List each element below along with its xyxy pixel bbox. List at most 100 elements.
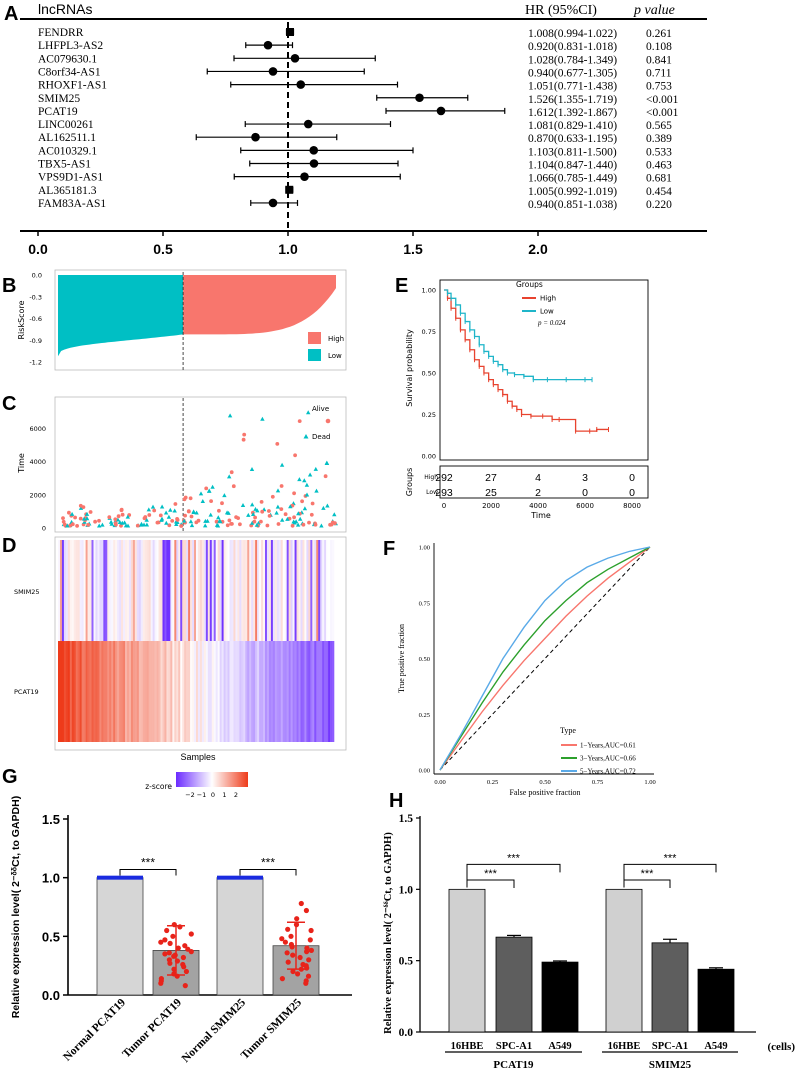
- heatmap-cell-smim25: [180, 540, 183, 641]
- heatmap-cell-smim25: [109, 540, 112, 641]
- bar-g-tumor-point: [181, 964, 187, 970]
- scatter-point-dead: [210, 484, 215, 489]
- bar-g-tumor-point: [188, 931, 194, 937]
- risk-area-low: [58, 275, 184, 357]
- bar-g-sig-bracket: [239, 868, 297, 876]
- bar-g-tumor-point: [170, 933, 176, 939]
- bar-g-tumor-point: [182, 983, 188, 989]
- heatmap-cell-pcat19: [288, 641, 291, 742]
- forest-point: [268, 198, 278, 208]
- heatmap-cell-smim25: [253, 540, 256, 641]
- scatter-point-dead: [324, 460, 329, 465]
- forest-gene-label: FAM83A-AS1: [38, 198, 106, 210]
- bar-g-sig-label: ***: [261, 855, 275, 869]
- risk-y-tick-label: -0.6: [29, 315, 42, 323]
- heatmap-cell-pcat19: [296, 641, 299, 742]
- forest-point: [415, 93, 424, 103]
- scatter-point-dead: [174, 522, 179, 526]
- heatmap-cell-pcat19: [156, 641, 159, 742]
- heatmap-cell-pcat19: [266, 641, 270, 742]
- heatmap-cell-pcat19: [286, 641, 289, 742]
- km-y-tick-label: 0.00: [422, 453, 436, 461]
- scatter-point-dead: [250, 502, 255, 507]
- heatmap-cell-smim25: [127, 540, 130, 641]
- forest-p-value: 0.753: [646, 81, 672, 93]
- heatmap-cell-pcat19: [123, 641, 126, 742]
- heatmap-cell-pcat19: [231, 641, 234, 742]
- bar-h-sig-label: ***: [664, 852, 678, 864]
- forest-hr-value: 1.028(0.784-1.349): [528, 54, 617, 66]
- heatmap-cell-smim25: [168, 540, 171, 641]
- forest-x-tick-label: 1.5: [403, 241, 423, 257]
- heatmap-cell-pcat19: [101, 641, 104, 742]
- scatter-point-dead: [214, 522, 220, 527]
- scatter-point-dead: [313, 466, 318, 471]
- risk-legend-swatch: [308, 349, 321, 361]
- forest-point: [300, 172, 309, 181]
- heatmap-row-label: SMIM25: [14, 588, 40, 596]
- scatter-point-dead: [159, 504, 165, 509]
- risk-area-high: [183, 275, 336, 335]
- heatmap-cell-pcat19: [136, 641, 140, 742]
- bar-g-tumor-point: [279, 976, 285, 982]
- risk-legend-swatch: [308, 332, 321, 344]
- roc-panel: 0.00 0.25 0.50 0.75 1.00 0.00 0.25 0.50 0.75 1.00…: [397, 543, 656, 797]
- heatmap-cell-pcat19: [280, 641, 284, 742]
- scatter-point-alive: [143, 515, 148, 519]
- km-y-tick-label: 0.75: [422, 328, 436, 336]
- heatmap-cell-smim25: [213, 540, 217, 641]
- heatmap-cell-pcat19: [91, 641, 94, 742]
- bar-g-tumor-point: [305, 973, 312, 979]
- heatmap-cell-smim25: [270, 540, 274, 641]
- scatter-legend-alive: Alive: [312, 405, 329, 413]
- heatmap-cell-smim25: [128, 540, 132, 641]
- risk-table-frame: [439, 465, 649, 499]
- scatter-point-dead: [166, 514, 172, 519]
- bar-h-sig-bracket: [623, 863, 717, 888]
- scatter-point-dead: [191, 509, 196, 514]
- heatmap-cell-pcat19: [115, 641, 118, 742]
- scatter-point-dead: [249, 467, 255, 471]
- scatter-point-alive: [189, 514, 194, 519]
- scatter-point-dead: [163, 510, 169, 515]
- heatmap-cell-smim25: [251, 540, 254, 641]
- colorbar: [176, 772, 248, 787]
- heatmap-cell-smim25: [107, 540, 110, 641]
- roc-y-tick-label: 0.75: [419, 600, 430, 607]
- heatmap-cell-pcat19: [166, 641, 169, 742]
- bar-h-bar: [495, 936, 533, 1033]
- heatmap-cell-pcat19: [111, 641, 114, 742]
- heatmap-cell-smim25: [170, 540, 173, 641]
- bar-h-y-tick-label: 1.5: [399, 813, 414, 825]
- scatter-point-dead: [253, 506, 258, 511]
- forest-hr-value: 0.940(0.677-1.305): [528, 67, 617, 79]
- risk-y-tick-label: -1.2: [29, 359, 42, 367]
- heatmap-cell-pcat19: [259, 641, 262, 742]
- heatmap-cell-pcat19: [182, 641, 185, 742]
- heatmap-cell-smim25: [123, 540, 126, 641]
- forest-point: [309, 146, 319, 155]
- heatmap-cell-smim25: [199, 540, 203, 641]
- heatmap-cell-smim25: [221, 540, 224, 641]
- heatmap-cell-smim25: [227, 540, 230, 641]
- scatter-point-dead: [108, 519, 114, 524]
- heatmap-cell-smim25: [99, 540, 102, 641]
- colorbar-tick-label: 2: [234, 791, 238, 799]
- heatmap-cell-pcat19: [168, 641, 171, 742]
- heatmap-cell-pcat19: [63, 641, 67, 742]
- bar-g-tumor-point: [303, 980, 309, 986]
- panel-label-c: C: [2, 393, 16, 415]
- panel-label-h: H: [389, 790, 403, 812]
- heatmap-cell-smim25: [265, 540, 268, 641]
- roc-x-tick-label: 0.25: [487, 779, 498, 786]
- scatter-point-alive: [61, 519, 66, 524]
- heatmap-cell-smim25: [196, 540, 199, 641]
- heatmap-cell-smim25: [67, 540, 71, 641]
- heatmap-cell-smim25: [223, 540, 226, 641]
- panel-label-d: D: [2, 535, 16, 557]
- bar-g-tumor-point: [290, 952, 296, 958]
- heatmap-cell-smim25: [205, 540, 209, 641]
- scatter-y-tick-label: 2000: [29, 491, 46, 499]
- scatter-point-dead: [280, 517, 285, 522]
